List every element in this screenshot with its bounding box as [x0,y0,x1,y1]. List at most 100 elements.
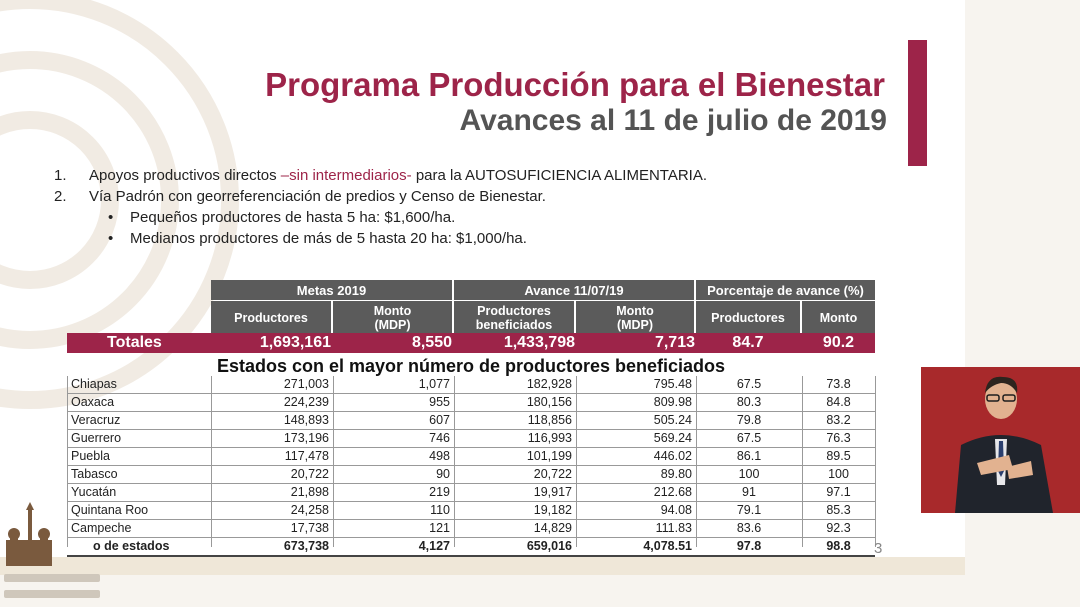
table-cell: 219 [429,485,450,499]
sub-bullet-text: Medianos productores de más de 5 hasta 2… [130,230,527,247]
table-row: Tabasco 20,722 90 20,722 89.80 100 100 [67,466,875,484]
table-cell: 89.80 [660,467,692,481]
state-name-cell: Chiapas [71,377,117,391]
bullet-item-2: 2. Vía Padrón con georreferenciación de p… [54,186,707,207]
table-divider [875,376,876,547]
table-cell: 116,993 [527,431,572,445]
column-header-label: Monto (MDP) [616,303,654,332]
column-header-label: Monto [819,310,858,325]
totals-cell: 1,433,798 [503,334,575,351]
totals-cell: 7,713 [654,334,695,351]
table-cell: 85.3 [826,503,851,517]
table-cell: 19,182 [533,503,572,517]
totals-label: Totales [107,334,162,351]
table-cell: 79.1 [736,503,762,517]
table-cell: 94.08 [660,503,692,517]
bullet-item-1: 1. Apoyos productivos directos –sin inter… [54,165,707,186]
state-name-cell: Tabasco [71,467,118,481]
table-cell: 98.8 [826,539,851,553]
table-cell: 659,016 [526,539,572,553]
table-row: Yucatán 21,898 219 19,917 212.68 91 97.1 [67,484,875,502]
table-divider [576,376,577,547]
bullet-list: 1. Apoyos productivos directos –sin inter… [54,165,707,249]
table-cell: 90 [436,467,450,481]
state-name-cell: Quintana Roo [71,503,149,517]
column-header: Monto (MDP) [333,301,452,334]
table-row: Puebla 117,478 498 101,199 446.02 86.1 89.5 [67,448,875,466]
table-cell: 100 [828,467,849,481]
table-cell: 80.3 [736,395,762,409]
table-divider [696,376,697,547]
table-cell: 498 [429,449,450,463]
group-header-porcentaje: Porcentaje de avance (%) [696,280,875,300]
sub-bullet-2: • Medianos productores de más de 5 hasta … [108,228,707,249]
totals-row: Totales 1,693,161 8,550 1,433,798 7,713 … [67,333,875,353]
table-cell: 224,239 [283,395,329,409]
table-divider [802,376,803,547]
column-header: Productores beneficiados [454,301,574,334]
bullet-number: 1. [54,167,67,184]
table-row: Veracruz 148,893 607 118,856 505.24 79.8 83.2 [67,412,875,430]
table-cell: 14,829 [533,521,572,535]
totals-cell: 1,693,161 [259,334,331,351]
table-cell: 20,722 [533,467,572,481]
table-cell: 446.02 [653,449,692,463]
table-cell: 569.24 [653,431,692,445]
table-cell: 79.8 [736,413,762,427]
table-cell: 97.8 [736,539,762,553]
table-cell: 111.83 [655,521,692,535]
table-cell: 148,893 [283,413,329,427]
column-header: Productores [696,301,800,334]
state-name-cell: o de estados [93,539,170,553]
table-divider [333,376,334,547]
table-cell: 607 [429,413,450,427]
column-header-label: Monto (MDP) [373,303,412,332]
table-cell: 795.48 [653,377,692,391]
interpreter-figure [921,367,1080,513]
presentation-slide: Programa Producción para el Bienestar Av… [0,0,965,575]
state-name-cell: Yucatán [71,485,117,499]
table-cell: 505.24 [653,413,692,427]
states-table: Chiapas 271,003 1,077 182,928 795.48 67.5 73.8… [67,376,875,557]
table-cell: 20,722 [290,467,329,481]
table-cell: 4,078.51 [643,539,692,553]
table-cell: 67.5 [736,377,762,391]
table-cell: 110 [430,503,450,517]
table-row: Chiapas 271,003 1,077 182,928 795.48 67.5 73.8 [67,376,875,394]
bullet-text: Vía Padrón con georreferenciación de pre… [89,188,546,205]
column-header: Monto [802,301,875,334]
table-cell: 746 [429,431,450,445]
state-name-cell: Puebla [71,449,110,463]
table-cell: 76.3 [826,431,851,445]
bullet-dot-icon: • [108,209,114,226]
table-cell: 809.98 [653,395,692,409]
page-number: 3 [874,540,883,557]
column-header: Monto (MDP) [576,301,694,334]
table-cell: 24,258 [290,503,329,517]
slide-title: Programa Producción para el Bienestar [265,66,885,103]
table-cell: 19,917 [533,485,572,499]
bullet-text: Apoyos productivos directos [89,167,281,184]
table-cell: 271,003 [283,377,329,391]
bullet-number: 2. [54,188,67,205]
sign-language-interpreter-video [921,367,1080,513]
table-cell: 86.1 [736,449,762,463]
column-header: Productores [211,301,331,334]
subtotal-row: o de estados 673,738 4,127 659,016 4,078.51 9… [67,538,875,557]
column-header-label: Productores beneficiados [475,303,553,332]
bullet-highlight: –sin intermediarios- [280,167,412,184]
government-logo [4,574,100,598]
monument-icon [6,502,52,566]
table-cell: 83.2 [826,413,851,427]
table-cell: 92.3 [826,521,851,535]
table-cell: 84.8 [826,395,851,409]
table-divider [454,376,455,547]
background-ornament [0,0,239,409]
table-cell: 101,199 [526,449,572,463]
table-row: Campeche 17,738 121 14,829 111.83 83.6 92.3 [67,520,875,538]
totals-cell: 90.2 [822,334,855,351]
table-cell: 117,478 [284,449,329,463]
table-cell: 212.68 [653,485,692,499]
table-header: Metas 2019 Avance 11/07/19 Porcentaje de… [211,280,875,334]
group-header-avance: Avance 11/07/19 [454,280,694,300]
